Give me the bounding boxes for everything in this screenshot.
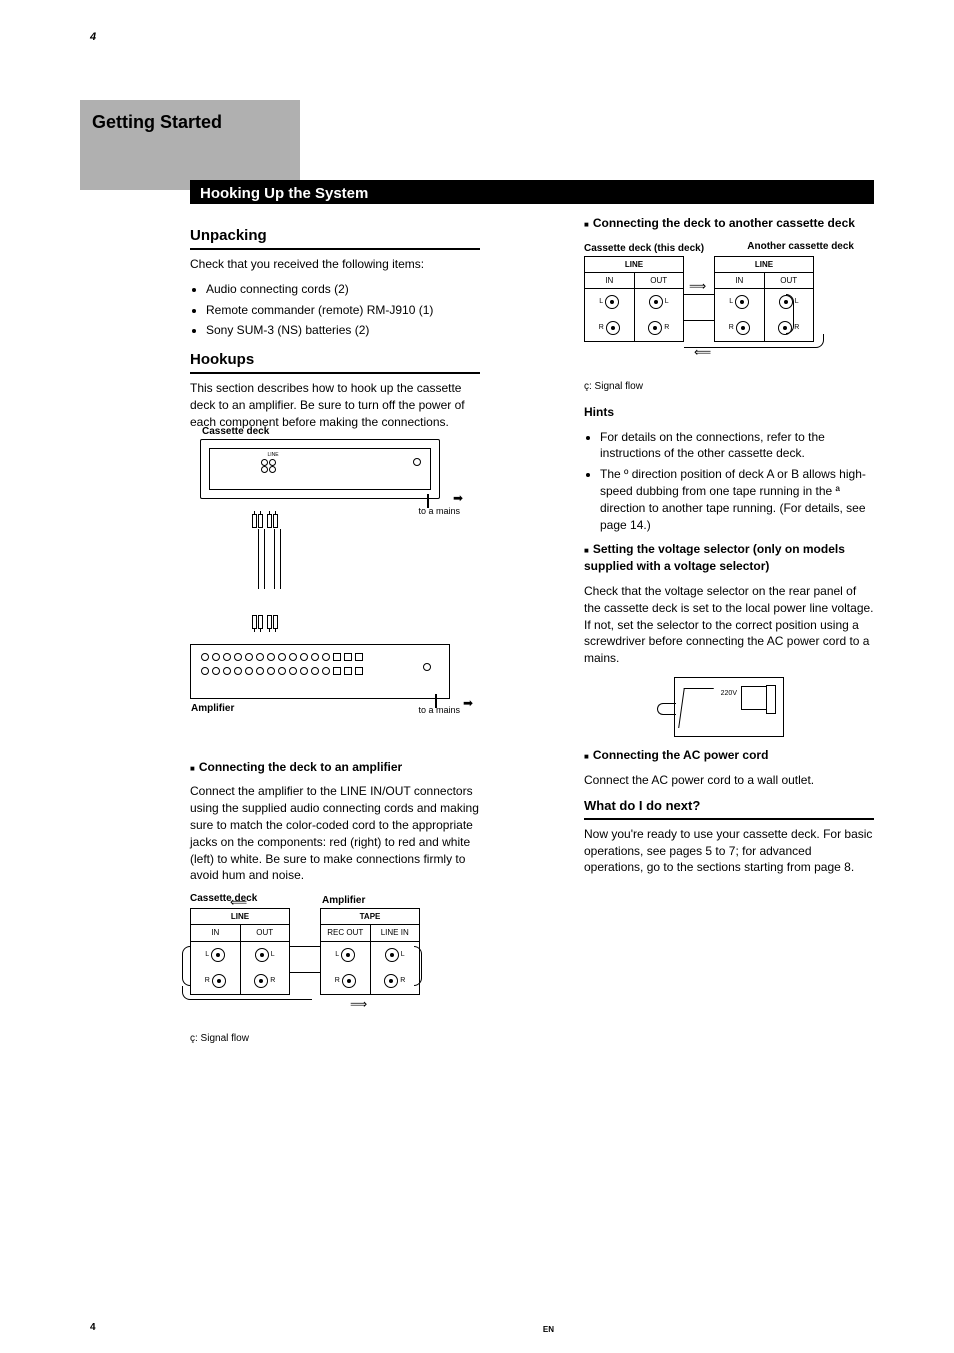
col-out: OUT: [241, 925, 290, 940]
mains-label: to a mains: [418, 704, 460, 717]
page-number-top: 4: [90, 30, 96, 45]
hookup-diagram: Cassette deck LINE ➡ to a mains: [190, 439, 450, 739]
deck-label: Cassette deck: [202, 425, 269, 439]
line-box-amp: TAPE REC OUT LINE IN L L R R: [320, 908, 420, 994]
amplifier-shape: ➡ Amplifier: [190, 644, 450, 699]
line-title: LINE: [715, 257, 813, 273]
next-text: Now you're ready to use your cassette de…: [584, 826, 874, 876]
hints-list: For details on the connections, refer to…: [584, 429, 874, 534]
arrow-icon: ⟹: [689, 278, 706, 295]
mains-label: to a mains: [418, 505, 460, 518]
chapter-box: Getting Started: [80, 100, 300, 190]
col-recout: REC OUT: [321, 925, 371, 940]
section-bar: Hooking Up the System: [190, 180, 874, 204]
hookups-para: This section describes how to hook up th…: [190, 380, 480, 430]
tape-title: TAPE: [321, 909, 419, 925]
col-in: IN: [585, 273, 635, 288]
line-title: LINE: [585, 257, 683, 273]
next-heading: What do I do next?: [584, 797, 874, 820]
arrow-icon: ⟹: [350, 996, 367, 1013]
mains-text: Connect the AC power cord to a wall outl…: [584, 772, 874, 789]
line-diagram-right: Cassette deck (this deck) LINE IN OUT L …: [584, 256, 844, 376]
jack-r-label: R: [794, 323, 799, 333]
unpacking-list: Audio connecting cords (2) Remote comman…: [190, 281, 480, 339]
signal-flow-label: ç: Signal flow: [190, 1032, 480, 1046]
line-title: LINE: [191, 909, 289, 925]
list-item: For details on the connections, refer to…: [600, 429, 874, 463]
jack-r-label: R: [205, 976, 210, 986]
conn-subheading: Connecting the deck to an amplifier: [190, 759, 480, 776]
jack-r-label: R: [729, 323, 734, 333]
list-item: Sony SUM-3 (NS) batteries (2): [206, 322, 480, 339]
jack-l-label: L: [271, 950, 275, 960]
col-linein: LINE IN: [371, 925, 420, 940]
page-number-bottom: 4: [90, 1321, 96, 1335]
hints-heading: Hints: [584, 404, 874, 421]
jack-r-label: R: [335, 976, 340, 986]
rca-plug-icon: [252, 589, 292, 629]
jack-l-label: L: [729, 297, 733, 307]
voltage-selector-diagram: 220V: [674, 677, 784, 737]
jack-r-label: R: [664, 323, 669, 333]
col-out: OUT: [765, 273, 814, 288]
col-in: IN: [191, 925, 241, 940]
signal-flow-label: ç: Signal flow: [584, 380, 874, 394]
arrow-icon: ⟸: [694, 344, 711, 361]
jack-r-label: R: [599, 323, 604, 333]
lang-label: EN: [543, 1324, 554, 1335]
voltage-value: 220V: [721, 689, 737, 699]
unpacking-intro: Check that you received the following it…: [190, 256, 480, 273]
unpacking-heading: Unpacking: [190, 225, 480, 250]
list-item: Remote commander (remote) RM-J910 (1): [206, 302, 480, 319]
list-item: The º direction position of deck A or B …: [600, 466, 874, 533]
jack-r-label: R: [400, 976, 405, 986]
left-column: Unpacking Check that you received the fo…: [190, 215, 480, 1046]
line-box-this: LINE IN OUT L L R R: [584, 256, 684, 342]
mains-heading: Connecting the AC power cord: [584, 747, 874, 764]
jack-l-label: L: [665, 297, 669, 307]
hookups-heading: Hookups: [190, 349, 480, 374]
list-item: Audio connecting cords (2): [206, 281, 480, 298]
deck-this-label: Cassette deck (this deck): [584, 242, 704, 256]
conn-text: Connect the amplifier to the LINE IN/OUT…: [190, 783, 480, 884]
jack-l-label: L: [335, 950, 339, 960]
jack-l-label: L: [401, 950, 405, 960]
jack-l-label: L: [599, 297, 603, 307]
jack-l-label: L: [205, 950, 209, 960]
arrow-icon: ➡: [463, 695, 473, 712]
col-in: IN: [715, 273, 765, 288]
chapter-title: Getting Started: [92, 110, 288, 135]
line-box-other: LINE IN OUT L L R R: [714, 256, 814, 342]
right-column: Connecting the deck to another cassette …: [584, 215, 874, 884]
cassette-deck-shape: LINE ➡: [200, 439, 440, 499]
voltage-text: Check that the voltage selector on the r…: [584, 583, 874, 667]
jack-l-label: L: [795, 297, 799, 307]
voltage-heading: Setting the voltage selector (only on mo…: [584, 541, 874, 575]
col-out: OUT: [635, 273, 684, 288]
diag-amp-label: Amplifier: [322, 894, 365, 908]
line-box-deck: LINE IN OUT L L R R: [190, 908, 290, 994]
conn2-subheading: Connecting the deck to another cassette …: [584, 215, 874, 232]
line-diagram-left: ⟸ LINE IN OUT L L R R: [190, 908, 450, 1028]
amplifier-label: Amplifier: [191, 702, 234, 716]
line-label: LINE: [261, 452, 285, 459]
jack-r-label: R: [270, 976, 275, 986]
